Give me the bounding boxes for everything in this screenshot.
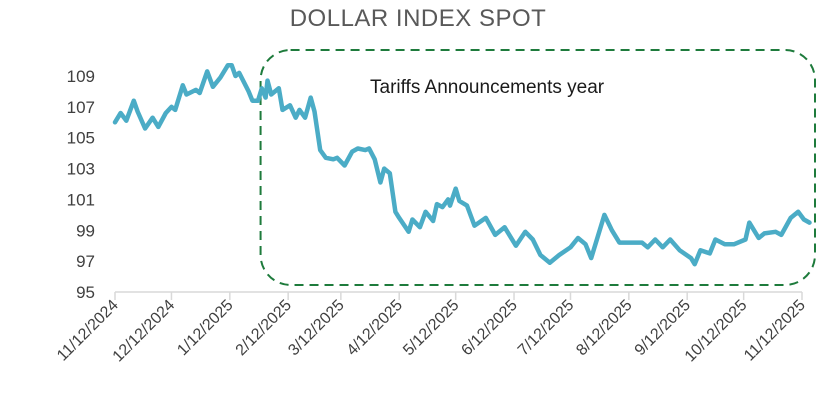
x-tick-label: 3/12/2025	[285, 297, 347, 359]
x-tick-label: 1/12/2025	[174, 297, 236, 359]
y-tick-label: 97	[76, 252, 95, 271]
x-tick-label: 7/12/2025	[515, 297, 577, 359]
x-tick-label: 6/12/2025	[458, 297, 520, 359]
x-tick-label: 8/12/2025	[573, 297, 635, 359]
chart-title: DOLLAR INDEX SPOT	[290, 5, 547, 32]
y-tick-label: 103	[67, 160, 95, 179]
y-tick-label: 99	[76, 221, 95, 240]
y-tick-label: 95	[76, 283, 95, 302]
x-tick-label: 2/12/2025	[233, 297, 295, 359]
x-tick-label: 5/12/2025	[400, 297, 462, 359]
annotation-text: Tariffs Announcements year	[370, 77, 605, 98]
series-line	[112, 62, 812, 267]
y-tick-label: 101	[67, 190, 95, 209]
y-tick-label: 105	[67, 129, 95, 148]
annotation-box	[259, 49, 817, 286]
x-tick-label: 11/12/2025	[741, 297, 809, 365]
y-tick-label: 107	[67, 98, 95, 117]
y-tick-label: 109	[67, 67, 95, 86]
x-tick-label: 4/12/2025	[344, 297, 406, 359]
